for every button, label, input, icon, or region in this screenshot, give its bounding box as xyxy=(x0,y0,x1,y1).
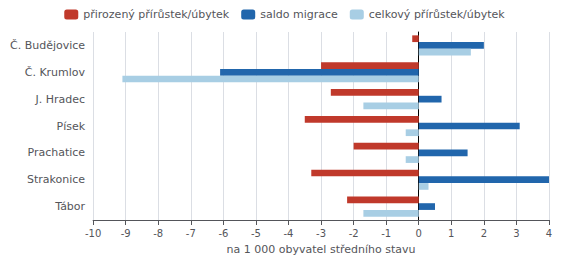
svg-text:0: 0 xyxy=(416,228,422,239)
svg-text:-3: -3 xyxy=(316,228,326,239)
svg-text:4: 4 xyxy=(546,228,552,239)
svg-text:-5: -5 xyxy=(251,228,261,239)
svg-text:-4: -4 xyxy=(283,228,293,239)
svg-text:2: 2 xyxy=(481,228,487,239)
svg-text:přirozený přírůstek/úbytek: přirozený přírůstek/úbytek xyxy=(83,8,230,21)
svg-text:Prachatice: Prachatice xyxy=(27,146,85,159)
svg-text:Tábor: Tábor xyxy=(54,200,85,213)
svg-text:na 1 000 obyvatel středního st: na 1 000 obyvatel středního stavu xyxy=(227,243,416,256)
svg-text:Strakonice: Strakonice xyxy=(27,173,85,186)
svg-text:Č. Budějovice: Č. Budějovice xyxy=(10,39,85,52)
svg-text:-7: -7 xyxy=(186,228,196,239)
svg-text:1: 1 xyxy=(448,228,454,239)
svg-text:J. Hradec: J. Hradec xyxy=(35,93,86,106)
svg-text:-1: -1 xyxy=(381,228,391,239)
svg-text:3: 3 xyxy=(513,228,519,239)
svg-text:-10: -10 xyxy=(85,228,101,239)
svg-text:Č. Krumlov: Č. Krumlov xyxy=(25,66,86,79)
svg-text:-2: -2 xyxy=(349,228,359,239)
svg-text:-9: -9 xyxy=(121,228,131,239)
svg-text:Písek: Písek xyxy=(57,120,86,133)
svg-text:celkový přírůstek/úbytek: celkový přírůstek/úbytek xyxy=(369,8,506,21)
svg-text:saldo migrace: saldo migrace xyxy=(260,8,338,21)
svg-text:-6: -6 xyxy=(218,228,228,239)
svg-text:-8: -8 xyxy=(153,228,163,239)
